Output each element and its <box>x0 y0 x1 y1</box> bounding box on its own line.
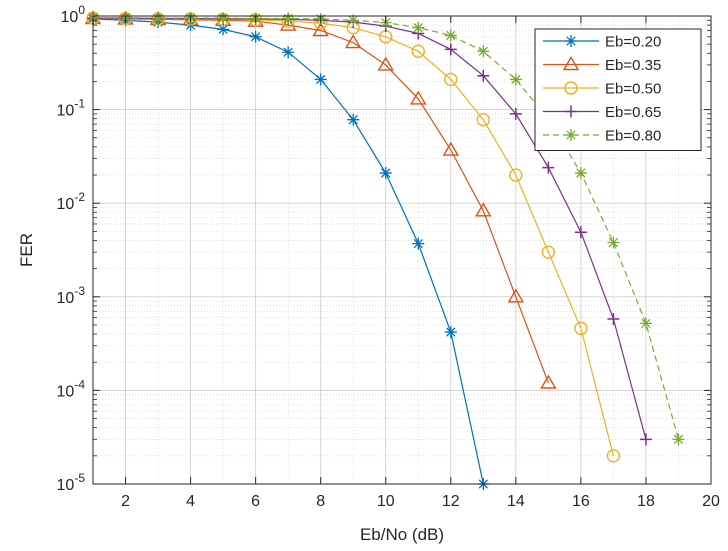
data-point <box>444 43 457 56</box>
data-point <box>344 34 362 49</box>
data-point <box>412 21 425 34</box>
x-tick-label: 16 <box>572 493 590 510</box>
legend-entry: Eb=0.20 <box>543 34 661 51</box>
legend-label: Eb=0.35 <box>605 57 661 74</box>
legend-label: Eb=0.80 <box>605 128 661 145</box>
y-axis-label: FER <box>17 233 36 267</box>
legend: Eb=0.20 Eb=0.35 Eb=0.50 Eb=0.65 Eb=0.80 <box>534 28 702 151</box>
data-point <box>444 72 458 87</box>
data-point <box>476 112 491 127</box>
data-point <box>540 374 557 389</box>
data-point <box>217 12 230 25</box>
legend-box <box>534 28 702 151</box>
data-point <box>347 14 360 27</box>
x-tick-label: 8 <box>316 493 325 510</box>
x-tick-label: 18 <box>637 493 655 510</box>
y-tick-label: 10-2 <box>57 190 86 213</box>
data-point <box>542 161 555 174</box>
x-tick-label: 2 <box>121 493 130 510</box>
legend-label: Eb=0.50 <box>605 81 661 98</box>
data-point <box>347 113 360 126</box>
data-point <box>509 73 522 86</box>
data-point <box>410 90 427 105</box>
data-point <box>279 16 297 31</box>
data-point <box>379 167 392 180</box>
y-tick-label: 10-3 <box>57 284 86 307</box>
data-point <box>541 245 556 259</box>
y-tick-label: 10-1 <box>57 97 86 120</box>
axis-ticks <box>93 15 712 485</box>
x-tick-labels: 2 4 6 8 10 12 14 16 18 20 <box>121 493 720 510</box>
data-point <box>639 433 652 446</box>
data-point <box>444 326 457 339</box>
data-point <box>314 73 327 86</box>
y-tick-label: 10-4 <box>57 377 86 400</box>
legend-entry: Eb=0.50 <box>543 81 661 98</box>
data-point <box>672 433 685 446</box>
data-point <box>282 46 295 59</box>
data-point <box>377 56 394 71</box>
x-tick-label: 6 <box>251 493 260 510</box>
data-point <box>639 317 652 330</box>
legend-label: Eb=0.20 <box>605 34 661 51</box>
data-point <box>574 167 587 180</box>
y-tick-label: 10-5 <box>57 471 86 494</box>
data-point <box>607 236 620 249</box>
data-point <box>442 141 460 156</box>
data-point <box>477 45 490 58</box>
x-tick-label: 10 <box>377 493 395 510</box>
plot-frame <box>92 15 712 485</box>
data-point <box>217 23 230 36</box>
data-point <box>507 288 525 303</box>
legend-marker <box>565 105 577 118</box>
data-point <box>509 107 522 120</box>
legend-label: Eb=0.65 <box>605 104 661 121</box>
y-tick-labels: 10-5 10-4 10-3 10-2 10-1 100 <box>57 3 86 494</box>
x-tick-label: 12 <box>442 493 460 510</box>
data-point <box>249 30 262 43</box>
x-tick-label: 14 <box>507 493 525 510</box>
legend-marker <box>562 56 580 71</box>
legend-marker <box>565 129 577 141</box>
legend-marker <box>565 35 577 47</box>
data-point <box>606 449 621 463</box>
legend-entry: Eb=0.65 <box>543 104 661 121</box>
data-point <box>509 168 523 182</box>
x-tick-label: 20 <box>702 493 720 510</box>
data-point <box>574 321 588 336</box>
data-point <box>412 237 425 250</box>
data-point <box>152 12 165 25</box>
data-point <box>475 202 492 217</box>
data-point <box>282 12 295 25</box>
x-tick-label: 4 <box>186 493 195 510</box>
x-axis-label: Eb/No (dB) <box>360 525 444 544</box>
data-point <box>411 44 425 58</box>
data-point <box>444 29 457 42</box>
legend-entry: Eb=0.80 <box>543 128 661 145</box>
data-point <box>312 22 329 37</box>
y-tick-label: 100 <box>61 3 86 26</box>
data-point <box>477 69 490 82</box>
series-line <box>92 17 549 384</box>
legend-marker <box>564 81 578 95</box>
data-point <box>607 312 620 325</box>
legend-entry: Eb=0.35 <box>543 56 661 74</box>
data-point <box>574 226 587 239</box>
